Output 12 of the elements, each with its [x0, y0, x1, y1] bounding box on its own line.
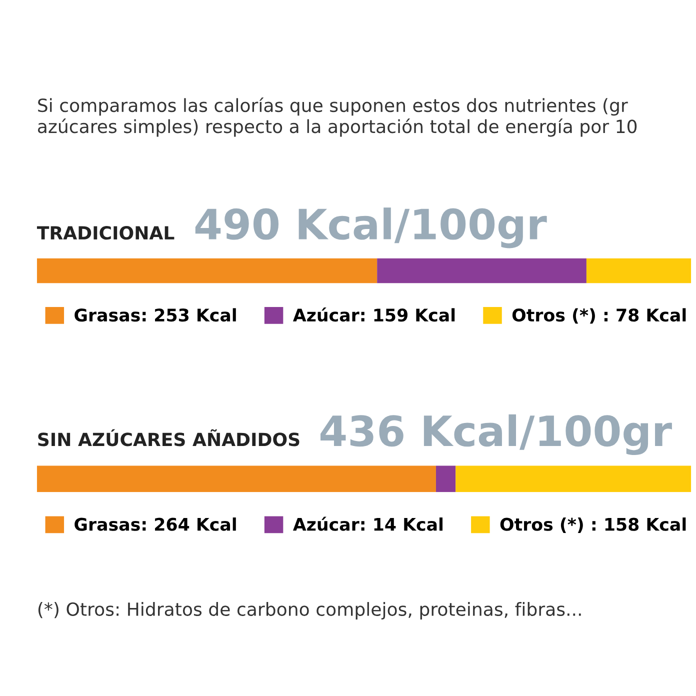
- series-label: Azúcar: 14 Kcal: [292, 516, 443, 531]
- chart-subtitle: 490 Kcal/100gr: [195, 208, 547, 248]
- chart-subtitle: 436 Kcal/100gr: [320, 414, 672, 456]
- series-label: Grasas: 264 Kcal: [74, 517, 236, 531]
- text: (*) Otros: Hidratos de carbono complejos, proteinas, fibras...: [38, 602, 581, 620]
- legend-label: Otros (*) : 158 Kcal: [500, 517, 686, 533]
- legend-label: Azúcar: 159 Kcal: [292, 307, 455, 322]
- chart-title: TRADICIONAL: [36, 226, 174, 240]
- legend-label: Grasas: 253 Kcal: [74, 308, 236, 322]
- legend-label: Otros (*) : 78 Kcal: [512, 308, 686, 324]
- text: Si comparamos las calorías que suponen estos dos nutrientes (gr azúcares simples) respecto a la aportación total de energía por 10: [38, 97, 637, 137]
- chart-title: SIN AZÚCARES AÑADIDOS: [38, 429, 300, 446]
